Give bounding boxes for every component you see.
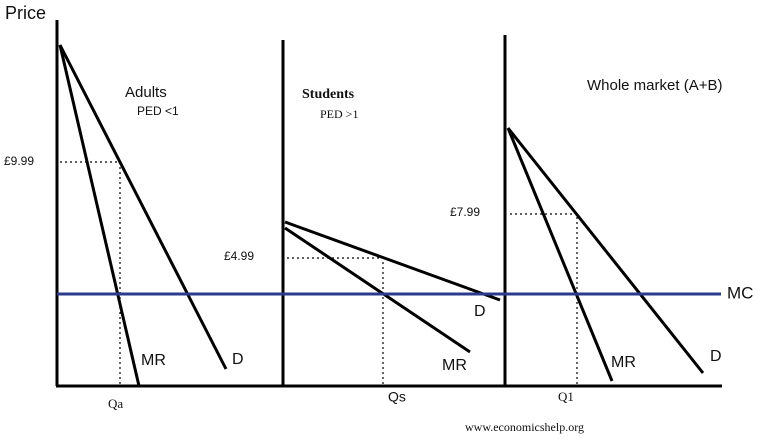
mc-label: MC [727, 283, 753, 302]
axis-label: Price [5, 3, 46, 23]
price-guide [287, 257, 384, 386]
quantity-label: Qa [108, 396, 123, 411]
quantity-label: Q1 [558, 389, 574, 404]
price-guide [510, 213, 578, 386]
demand-curve [506, 127, 705, 374]
demand-curve [284, 220, 501, 302]
panel-subtitle: PED >1 [320, 107, 358, 121]
panel-title: Whole market (A+B) [587, 77, 722, 94]
price-guide [60, 161, 121, 386]
mr-label: MR [442, 357, 467, 374]
panel-title: Students [302, 87, 355, 102]
demand-label: D [232, 351, 244, 368]
price-label: £7.99 [450, 205, 480, 219]
mr-curve [284, 226, 471, 354]
mr-curve [58, 44, 141, 387]
demand-label: D [474, 303, 486, 320]
panel-title: Adults [125, 84, 167, 101]
mr-label: MR [611, 354, 636, 371]
price-label: £4.99 [224, 249, 254, 263]
panel-subtitle: PED <1 [137, 104, 179, 118]
quantity-label: Qs [388, 389, 406, 405]
source: www.economicshelp.org [465, 420, 584, 434]
mr-curve [506, 127, 614, 382]
price-label: £9.99 [4, 154, 34, 168]
demand-label: D [710, 348, 722, 365]
demand-curve [58, 44, 228, 370]
mr-label: MR [141, 352, 166, 369]
